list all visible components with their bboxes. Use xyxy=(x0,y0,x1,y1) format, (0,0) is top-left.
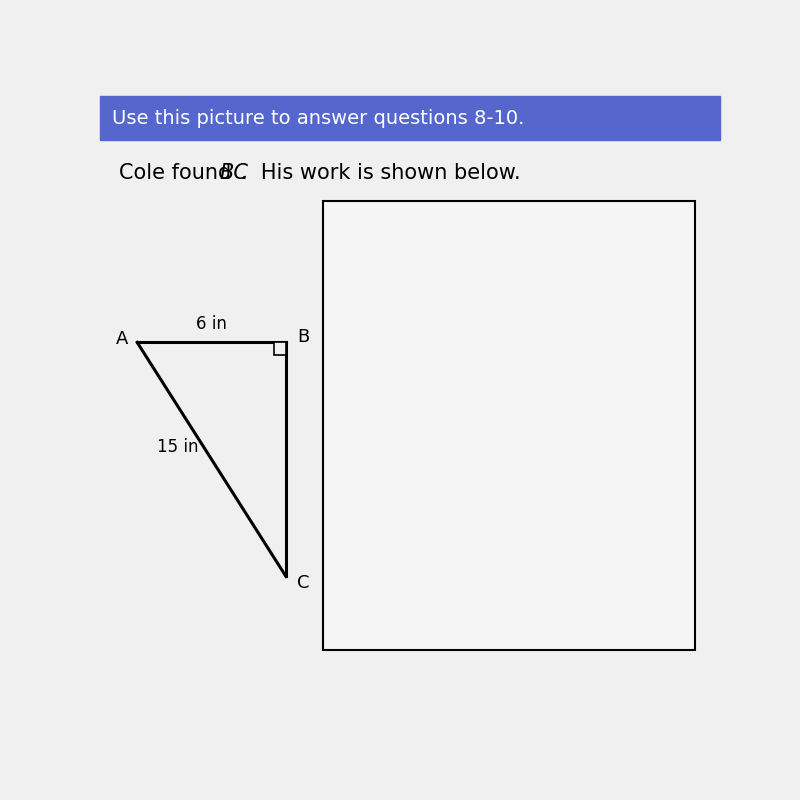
Text: $261 = c^2$: $261 = c^2$ xyxy=(450,438,526,458)
Text: Cole found: Cole found xyxy=(118,163,238,183)
Text: $c \approx 16.2,$: $c \approx 16.2,$ xyxy=(450,590,527,609)
Text: .  His work is shown below.: . His work is shown below. xyxy=(242,163,521,183)
Bar xyxy=(323,201,695,650)
Text: Step 4: Step 4 xyxy=(351,523,410,542)
Bar xyxy=(100,96,720,140)
Text: Step 1: Step 1 xyxy=(351,272,410,290)
Text: Use this picture to answer questions 8-10.: Use this picture to answer questions 8-1… xyxy=(112,109,525,128)
Text: Step 2: Step 2 xyxy=(351,356,410,374)
Text: $36 + 225 = c^2$: $36 + 225 = c^2$ xyxy=(450,354,571,374)
Text: Step 3: Step 3 xyxy=(351,440,410,458)
Text: Step 5: Step 5 xyxy=(351,607,410,626)
Text: so: so xyxy=(450,621,477,639)
Text: 6 in: 6 in xyxy=(196,315,227,333)
Text: 15 in: 15 in xyxy=(157,438,198,456)
Text: is about 16.2 in.: is about 16.2 in. xyxy=(501,621,653,639)
Text: Cole’s Work: Cole’s Work xyxy=(466,230,614,250)
Text: $\sqrt{261} = c$: $\sqrt{261} = c$ xyxy=(450,521,534,545)
Bar xyxy=(274,342,286,354)
Text: C: C xyxy=(297,574,310,592)
Text: A: A xyxy=(115,330,128,348)
Text: BC: BC xyxy=(478,621,503,639)
Text: $6^2 + 15^2 = c^2$: $6^2 + 15^2 = c^2$ xyxy=(450,270,566,291)
Text: BC: BC xyxy=(220,163,249,183)
Text: B: B xyxy=(298,329,310,346)
